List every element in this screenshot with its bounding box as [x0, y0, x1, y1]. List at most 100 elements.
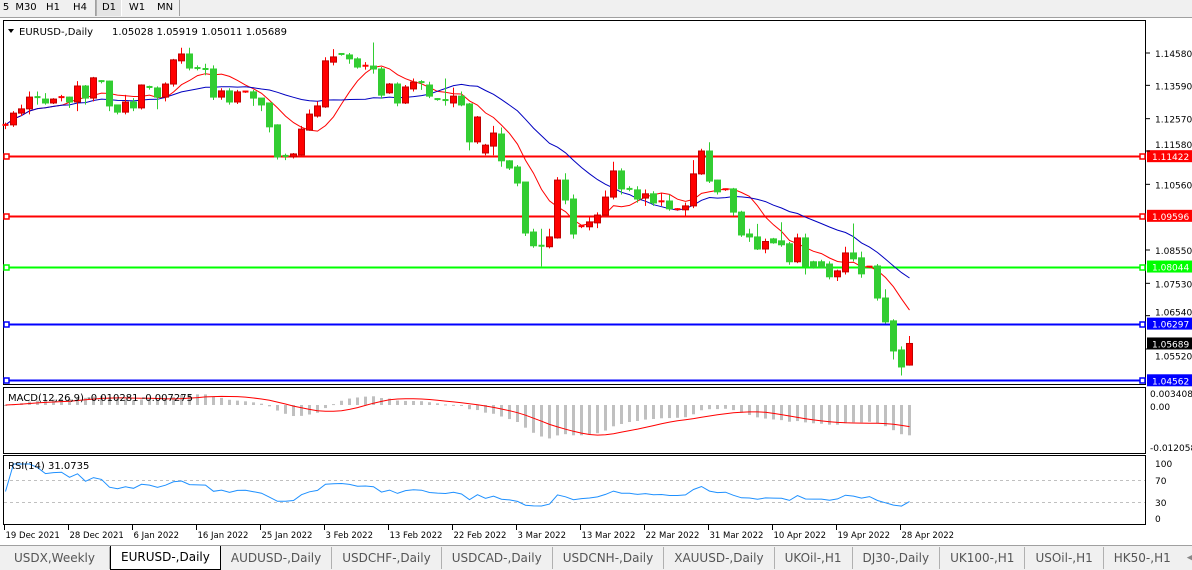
candle-body — [634, 189, 641, 200]
tab-hk50-h1[interactable]: HK50-,H1 — [1113, 551, 1171, 565]
macd-histogram-bar — [324, 405, 327, 409]
tab-uk100-h1[interactable]: UK100-,H1 — [940, 547, 1026, 569]
candle-body — [642, 193, 649, 199]
macd-histogram-bar — [444, 404, 447, 406]
bull-candle — [18, 104, 25, 117]
candle-body — [458, 95, 465, 106]
macd-histogram-bar — [788, 405, 791, 422]
bear-candle — [618, 168, 625, 195]
price-tick-label: 1.06540 — [1155, 309, 1192, 319]
tab-usdcnh-daily[interactable]: USDCNH-,Daily — [553, 547, 665, 569]
tab-xauusd-daily[interactable]: XAUUSD-,Daily — [664, 547, 775, 569]
tab-eurusd-daily[interactable]: EURUSD-,Daily — [110, 546, 221, 570]
candle-body — [274, 124, 281, 158]
bear-candle — [882, 289, 889, 324]
macd-histogram-bar — [420, 401, 423, 405]
macd-histogram-bar — [452, 404, 455, 406]
tab-ukoil-h1[interactable]: UKOil-,H1 — [775, 547, 853, 569]
candle-body — [354, 58, 361, 68]
candle-body — [234, 91, 241, 103]
timeframe-d1[interactable]: D1 — [96, 0, 122, 16]
candle-body — [754, 236, 761, 250]
macd-histogram-bar — [492, 405, 495, 414]
macd-histogram-bar — [796, 405, 799, 422]
candle-body — [482, 144, 489, 154]
bear-candle — [514, 165, 521, 187]
tab-usdcad-daily[interactable]: USDCAD-,Daily — [442, 547, 553, 569]
bear-candle — [714, 179, 721, 195]
candle-body — [266, 102, 273, 128]
candle-body — [594, 214, 601, 224]
level-anchor-handle — [3, 153, 10, 160]
candle-body — [66, 96, 73, 103]
candle-body — [402, 86, 409, 104]
tab-usdx-weekly[interactable]: USDX,Weekly — [0, 547, 110, 569]
bull-candle — [866, 265, 873, 268]
level-price-label: 1.06297 — [1152, 321, 1189, 331]
bear-candle — [826, 261, 833, 280]
bull-candle — [450, 87, 457, 108]
bear-candle — [266, 102, 273, 133]
level-anchor-handle — [3, 321, 10, 328]
macd-histogram-bar — [124, 399, 127, 405]
candle-body — [618, 170, 625, 190]
candle-body — [602, 196, 609, 216]
macd-histogram-bar — [516, 405, 519, 422]
price-chart[interactable]: 1.11422 1.09596 1.08044 1.06297 1.04562 1.056… — [0, 18, 1192, 545]
tab-usoil-h1[interactable]: USOil-,H1 — [1025, 547, 1104, 569]
bull-candle — [50, 98, 57, 104]
timeframe-h1[interactable]: H1 — [46, 2, 60, 13]
macd-histogram-bar — [468, 405, 471, 410]
candle-body — [394, 83, 401, 104]
bear-candle — [890, 319, 897, 360]
tab-dj30-daily[interactable]: DJ30-,Daily — [853, 547, 941, 569]
macd-histogram-bar — [260, 403, 263, 405]
macd-histogram-bar — [348, 398, 351, 405]
bear-candle — [250, 89, 257, 106]
candle-body — [82, 85, 89, 99]
tab-usdchf-daily[interactable]: USDCHF-,Daily — [332, 547, 442, 569]
candle-body — [818, 261, 825, 268]
time-tick-label: 25 Jan 2022 — [262, 531, 313, 541]
tab-audusd-daily[interactable]: AUDUSD-,Daily — [221, 547, 333, 569]
bull-candle — [314, 101, 321, 118]
candle-body — [426, 84, 433, 97]
bear-candle — [434, 98, 441, 101]
timeframe-mn[interactable]: MN — [156, 2, 174, 13]
level-anchor-handle — [1139, 264, 1146, 271]
macd-histogram-bar — [180, 394, 183, 405]
candle-body — [786, 243, 793, 263]
timeframe-m30[interactable]: M30 — [15, 2, 37, 13]
scroll-left-icon[interactable]: ◀ — [1186, 553, 1192, 563]
bear-candle — [114, 104, 121, 115]
candle-body — [762, 241, 769, 250]
bull-candle — [2, 122, 9, 130]
candle-body — [26, 96, 33, 110]
timeframe-w1[interactable]: W1 — [128, 2, 146, 13]
candle-body — [178, 53, 185, 62]
candle-body — [706, 150, 713, 182]
timeframe-m5[interactable]: 5 — [2, 2, 10, 13]
current-price-tag — [1147, 337, 1192, 350]
macd-histogram-bar — [404, 400, 407, 405]
candle-body — [778, 240, 785, 246]
bull-candle — [602, 190, 609, 217]
macd-histogram-bar — [116, 398, 119, 405]
bull-candle — [122, 94, 129, 115]
candle-body — [370, 65, 377, 70]
candle-body — [154, 87, 161, 98]
macd-histogram-bar — [676, 405, 679, 418]
bear-candle — [346, 53, 353, 64]
price-tick-label: 1.05520 — [1155, 352, 1192, 362]
macd-histogram-bar — [748, 405, 751, 415]
dropdown-triangle-icon[interactable] — [8, 29, 14, 33]
bear-candle — [210, 65, 217, 101]
time-tick-label: 19 Apr 2022 — [838, 531, 891, 541]
candle-body — [378, 68, 385, 96]
bear-candle — [354, 57, 361, 69]
timeframe-h4[interactable]: H4 — [73, 2, 87, 13]
candle-body — [714, 179, 721, 193]
bear-candle — [274, 124, 281, 160]
candle-body — [226, 90, 233, 103]
candle-body — [450, 95, 457, 104]
